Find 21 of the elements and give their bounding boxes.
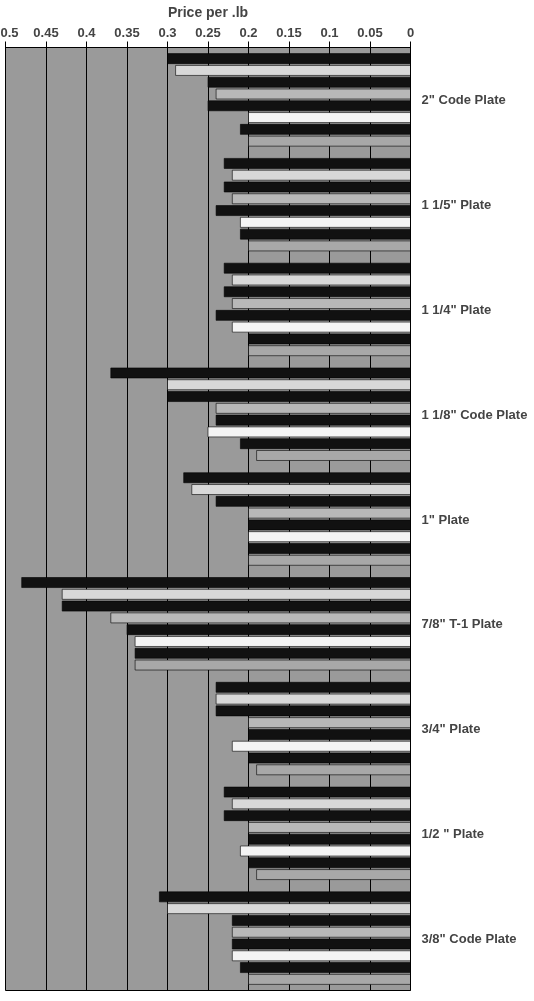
y-tick-label: 1 1/8" Code Plate	[421, 406, 528, 422]
y-tick-label: 2" Code Plate	[421, 92, 506, 108]
x-tick-label: 0	[406, 24, 415, 40]
y-tick-label: 3/4" Plate	[421, 721, 481, 737]
y-tick-label: 1 1/5" Plate	[421, 197, 492, 213]
y-tick-label: 7/8" T-1 Plate	[421, 616, 503, 632]
x-tick-label: 0.15	[276, 24, 302, 40]
x-tick-label: 0.35	[114, 24, 140, 40]
y-tick-label: 1 1/4" Plate	[421, 301, 492, 317]
x-tick-label: 0.1	[320, 24, 339, 40]
y-tick-label: 1/2 " Plate	[421, 825, 485, 841]
x-tick-label: 0.2	[239, 24, 258, 40]
x-tick-label: 0.25	[195, 24, 221, 40]
x-tick-label: 0.4	[77, 24, 97, 40]
x-tick-label: 0.5	[0, 24, 19, 40]
y-tick-label: 1" Plate	[421, 511, 470, 527]
y-tick-label: 3/8" Code Plate	[421, 930, 517, 946]
x-tick-label: 0.05	[357, 24, 383, 40]
x-axis-title: Price per .lb	[167, 3, 249, 20]
x-tick-label: 0.45	[33, 24, 59, 40]
x-tick-label: 0.3	[158, 24, 177, 40]
